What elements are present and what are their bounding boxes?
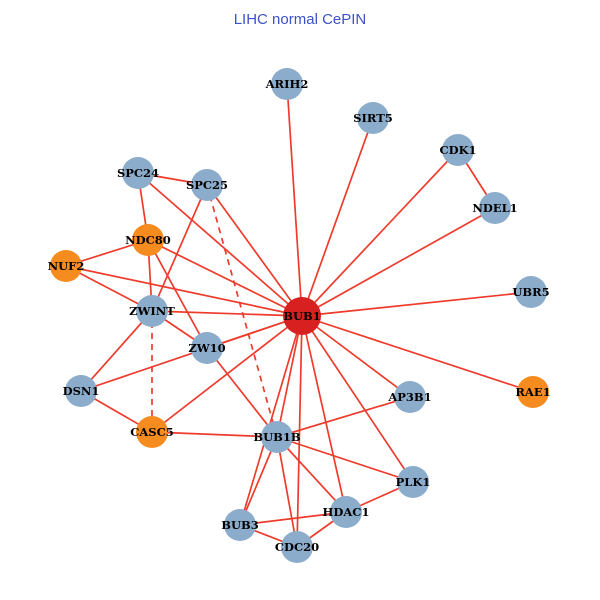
node-label-BUB3: BUB3 bbox=[221, 518, 258, 532]
node-DSN1 bbox=[65, 375, 97, 407]
edge-SPC25-BUB1B bbox=[206, 184, 278, 438]
edge-BUB1-ZWINT bbox=[151, 310, 303, 317]
node-label-UBR5: UBR5 bbox=[512, 285, 549, 299]
node-RAE1 bbox=[517, 376, 549, 408]
node-UBR5 bbox=[515, 276, 547, 308]
edge-BUB1-BUB3 bbox=[239, 315, 303, 526]
node-label-BUB1: BUB1 bbox=[283, 309, 320, 323]
node-label-SIRT5: SIRT5 bbox=[353, 111, 393, 125]
edge-BUB1-NDC80 bbox=[147, 239, 303, 317]
node-AP3B1 bbox=[394, 381, 426, 413]
edge-BUB1-PLK1 bbox=[301, 315, 414, 483]
edge-BUB1-ARIH2 bbox=[286, 83, 303, 317]
edge-BUB1-BUB1B bbox=[276, 315, 303, 438]
node-ARIH2 bbox=[271, 68, 303, 100]
node-NUF2 bbox=[50, 250, 82, 282]
node-label-DSN1: DSN1 bbox=[63, 384, 100, 398]
node-ZWINT bbox=[136, 295, 168, 327]
node-NDEL1 bbox=[479, 192, 511, 224]
node-label-CASC5: CASC5 bbox=[130, 425, 174, 439]
node-label-ARIH2: ARIH2 bbox=[265, 77, 309, 91]
edge-ZW10-BUB1B bbox=[206, 347, 278, 438]
node-label-NDC80: NDC80 bbox=[125, 233, 171, 247]
edge-BUB1B-PLK1 bbox=[276, 436, 414, 483]
edge-BUB1B-AP3B1 bbox=[276, 396, 411, 438]
node-label-BUB1B: BUB1B bbox=[253, 430, 300, 444]
edge-BUB1-SIRT5 bbox=[301, 117, 374, 317]
edge-BUB1-NUF2 bbox=[65, 265, 303, 317]
node-label-HDAC1: HDAC1 bbox=[323, 505, 370, 519]
edge-BUB1B-CDC20 bbox=[276, 436, 298, 548]
node-PLK1 bbox=[397, 466, 429, 498]
node-label-RAE1: RAE1 bbox=[515, 385, 550, 399]
edge-BUB1B-HDAC1 bbox=[276, 436, 347, 513]
node-HDAC1 bbox=[330, 496, 362, 528]
node-label-CDK1: CDK1 bbox=[439, 143, 476, 157]
edge-ZWINT-DSN1 bbox=[80, 310, 153, 392]
edge-BUB1-CDC20 bbox=[296, 315, 303, 548]
node-label-SPC24: SPC24 bbox=[117, 166, 159, 180]
edge-BUB3-HDAC1 bbox=[239, 511, 347, 526]
edge-BUB1-UBR5 bbox=[301, 291, 532, 317]
node-NDC80 bbox=[132, 224, 164, 256]
node-CASC5 bbox=[136, 416, 168, 448]
node-SIRT5 bbox=[357, 102, 389, 134]
node-BUB1B bbox=[261, 421, 293, 453]
node-label-NUF2: NUF2 bbox=[48, 259, 85, 273]
node-label-CDC20: CDC20 bbox=[275, 540, 319, 554]
node-BUB1 bbox=[283, 297, 321, 335]
edge-NUF2-ZWINT bbox=[65, 265, 153, 312]
node-CDC20 bbox=[281, 531, 313, 563]
edge-BUB1-HDAC1 bbox=[301, 315, 347, 513]
edge-BUB1-CDK1 bbox=[301, 149, 459, 317]
node-label-NDEL1: NDEL1 bbox=[472, 201, 517, 215]
node-BUB3 bbox=[224, 509, 256, 541]
node-ZW10 bbox=[191, 332, 223, 364]
node-SPC25 bbox=[191, 169, 223, 201]
node-label-PLK1: PLK1 bbox=[396, 475, 431, 489]
edge-BUB1-AP3B1 bbox=[301, 315, 411, 398]
edge-BUB1-RAE1 bbox=[301, 315, 534, 393]
edge-BUB1-NDEL1 bbox=[301, 207, 496, 317]
node-CDK1 bbox=[442, 134, 474, 166]
labels-layer: BUB1 ARIH2 SIRT5 CDK1 NDEL1 UBR5 SPC24 SPC25 NDC… bbox=[48, 77, 551, 554]
edge-SPC25-ZWINT bbox=[151, 184, 208, 312]
node-SPC24 bbox=[122, 157, 154, 189]
node-label-ZWINT: ZWINT bbox=[129, 304, 175, 318]
nodes-layer bbox=[50, 68, 549, 563]
node-label-ZW10: ZW10 bbox=[188, 341, 225, 355]
edge-BUB1-SPC25 bbox=[206, 184, 303, 317]
edge-NDC80-ZW10 bbox=[147, 239, 208, 349]
edge-CASC5-BUB1B bbox=[151, 431, 278, 438]
edge-BUB1-SPC24 bbox=[137, 172, 303, 317]
plot-title: LIHC normal CePIN bbox=[234, 11, 367, 28]
node-label-SPC25: SPC25 bbox=[186, 178, 228, 192]
node-label-AP3B1: AP3B1 bbox=[387, 390, 431, 404]
